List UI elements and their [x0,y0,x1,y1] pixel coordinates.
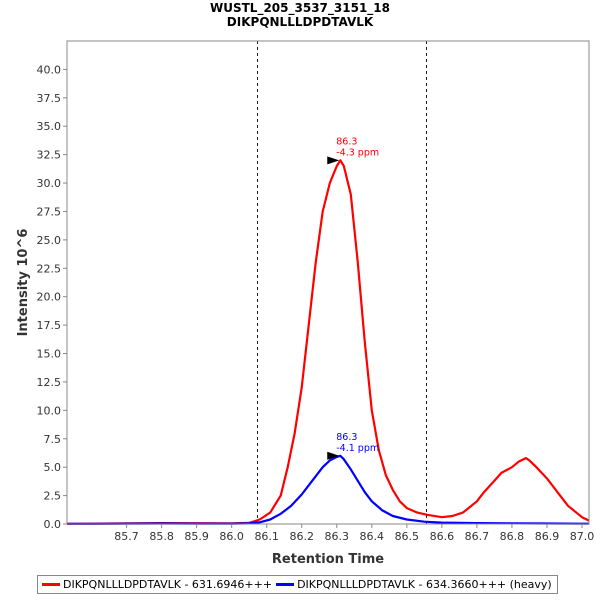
x-tick-label: 86.1 [254,530,279,543]
x-tick-label: 86.4 [360,530,385,543]
y-tick-label: 40.0 [37,63,62,76]
x-tick-label: 86.3 [325,530,350,543]
apex-ppm-label-heavy: -4.1 ppm [336,443,379,454]
x-tick-label: 86.2 [289,530,314,543]
y-tick-label: 32.5 [37,149,62,162]
x-tick-label: 86.0 [219,530,244,543]
legend-label-light: DIKPQNLLLDPDTAVLK - 631.6946+++ [63,578,273,591]
legend: DIKPQNLLLDPDTAVLK - 631.6946+++ DIKPQNLL… [37,575,558,594]
chart-title: WUSTL_205_3537_3151_18 [210,1,390,15]
y-tick-label: 12.5 [37,376,62,389]
x-tick-label: 85.9 [184,530,209,543]
apex-marker-heavy [327,451,340,460]
y-tick-label: 22.5 [37,262,62,275]
y-axis-label: Intensity 10^6 [16,229,31,337]
y-tick-label: 30.0 [37,177,62,190]
y-tick-label: 7.5 [44,433,62,446]
x-tick-label: 86.9 [535,530,560,543]
y-tick-label: 27.5 [37,205,62,218]
apex-ppm-label-light: -4.3 ppm [336,147,379,158]
y-tick-label: 25.0 [37,234,62,247]
y-tick-label: 2.5 [44,490,62,503]
x-tick-label: 86.8 [500,530,525,543]
y-tick-label: 35.0 [37,120,62,133]
legend-item-light: DIKPQNLLLDPDTAVLK - 631.6946+++ [42,578,272,591]
chart-subtitle: DIKPQNLLLDPDTAVLK [226,15,374,29]
y-tick-label: 0.0 [44,518,62,531]
apex-rt-label-heavy: 86.3 [336,432,357,443]
x-axis-label: Retention Time [272,552,384,567]
legend-label-heavy: DIKPQNLLLDPDTAVLK - 634.3660+++ (heavy) [297,578,552,591]
y-tick-label: 15.0 [37,348,62,361]
series-line-heavy [67,454,589,525]
legend-item-heavy: DIKPQNLLLDPDTAVLK - 634.3660+++ (heavy) [276,578,552,591]
legend-swatch-light [42,583,60,586]
x-tick-label: 86.6 [430,530,455,543]
y-tick-label: 5.0 [44,461,62,474]
apex-marker-light [327,156,340,165]
legend-swatch-heavy [276,583,295,586]
y-tick-label: 20.0 [37,291,62,304]
y-tick-label: 17.5 [37,319,62,332]
y-tick-label: 37.5 [37,92,62,105]
x-tick-label: 87.0 [570,530,595,543]
x-tick-label: 86.7 [465,530,490,543]
apex-rt-label-light: 86.3 [336,136,357,147]
y-tick-label: 10.0 [37,404,62,417]
plot-area [66,40,590,525]
series-line-light [66,159,590,525]
x-tick-label: 86.5 [395,530,420,543]
x-tick-label: 85.7 [114,530,139,543]
x-tick-label: 85.8 [149,530,174,543]
